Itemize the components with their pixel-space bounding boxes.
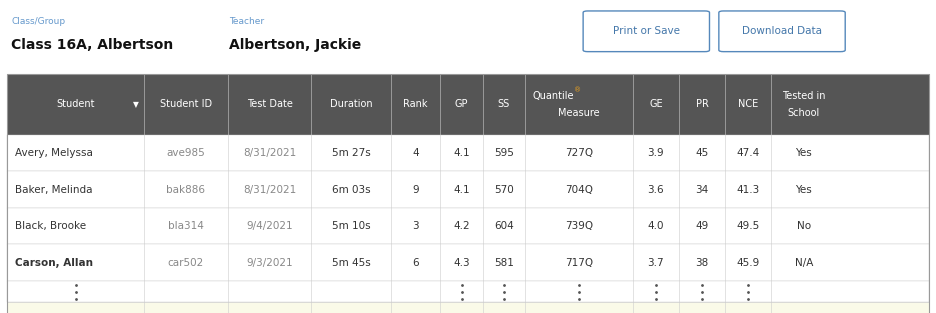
Text: Student ID: Student ID — [160, 99, 212, 109]
Text: Carson, Allan: Carson, Allan — [15, 258, 93, 268]
FancyBboxPatch shape — [719, 11, 845, 52]
Text: Yes: Yes — [796, 185, 812, 194]
Text: bla314: bla314 — [168, 221, 204, 231]
Text: 704Q: 704Q — [565, 185, 593, 194]
Text: 5m 10s: 5m 10s — [331, 221, 371, 231]
Text: 9/4/2021: 9/4/2021 — [246, 221, 293, 231]
Text: Avery, Melyssa: Avery, Melyssa — [15, 148, 93, 158]
Text: Student: Student — [56, 99, 95, 109]
Text: GE: GE — [649, 99, 663, 109]
Text: 8/31/2021: 8/31/2021 — [243, 148, 296, 158]
Text: NCE: NCE — [738, 99, 758, 109]
Text: 9/3/2021: 9/3/2021 — [246, 258, 293, 268]
Text: bak886: bak886 — [167, 185, 205, 194]
Text: 570: 570 — [494, 185, 514, 194]
Text: Class 16A, Albertson: Class 16A, Albertson — [11, 38, 173, 52]
FancyBboxPatch shape — [583, 11, 709, 52]
Text: ▼: ▼ — [133, 100, 139, 109]
Text: 38: 38 — [695, 258, 709, 268]
Text: 6: 6 — [412, 258, 418, 268]
Bar — [7, 208, 929, 244]
Text: 4.1: 4.1 — [453, 148, 470, 158]
Text: Tested in: Tested in — [782, 91, 826, 101]
Text: 45: 45 — [695, 148, 709, 158]
Text: PR: PR — [695, 99, 709, 109]
Text: ave985: ave985 — [167, 148, 205, 158]
Text: Test Date: Test Date — [246, 99, 292, 109]
Text: Quantile: Quantile — [533, 91, 575, 101]
Text: SS: SS — [498, 99, 510, 109]
Text: 4.0: 4.0 — [648, 221, 665, 231]
Text: Rank: Rank — [403, 99, 428, 109]
Text: Black, Brooke: Black, Brooke — [15, 221, 86, 231]
Text: No: No — [797, 221, 811, 231]
Text: 5m 27s: 5m 27s — [331, 148, 371, 158]
Bar — [7, 171, 929, 208]
Bar — [7, 74, 929, 135]
Text: 595: 595 — [494, 148, 514, 158]
Text: 45.9: 45.9 — [737, 258, 760, 268]
Text: ®: ® — [575, 88, 581, 94]
Text: Albertson, Jackie: Albertson, Jackie — [229, 38, 361, 52]
Bar — [7, 302, 929, 313]
Bar — [7, 135, 929, 171]
Text: Baker, Melinda: Baker, Melinda — [15, 185, 93, 194]
Text: GP: GP — [455, 99, 468, 109]
Text: 3: 3 — [412, 221, 418, 231]
Text: 727Q: 727Q — [565, 148, 593, 158]
Text: 581: 581 — [494, 258, 514, 268]
Bar — [7, 74, 929, 313]
Text: 49: 49 — [695, 221, 709, 231]
Text: 739Q: 739Q — [565, 221, 593, 231]
Bar — [7, 244, 929, 281]
Text: 8/31/2021: 8/31/2021 — [243, 185, 296, 194]
Text: N/A: N/A — [795, 258, 812, 268]
Text: School: School — [787, 109, 820, 118]
Text: Print or Save: Print or Save — [613, 26, 680, 36]
Text: 34: 34 — [695, 185, 709, 194]
Text: 6m 03s: 6m 03s — [331, 185, 371, 194]
Text: 5m 45s: 5m 45s — [331, 258, 371, 268]
Text: 3.7: 3.7 — [648, 258, 665, 268]
Text: Teacher: Teacher — [229, 18, 265, 26]
Text: 49.5: 49.5 — [737, 221, 760, 231]
Text: Measure: Measure — [558, 109, 600, 118]
Text: Class/Group: Class/Group — [11, 18, 66, 26]
Text: Download Data: Download Data — [742, 26, 822, 36]
Text: 4.3: 4.3 — [453, 258, 470, 268]
Text: Duration: Duration — [329, 99, 373, 109]
Text: 47.4: 47.4 — [737, 148, 760, 158]
Text: 9: 9 — [412, 185, 418, 194]
Text: Yes: Yes — [796, 148, 812, 158]
Text: car502: car502 — [168, 258, 204, 268]
Bar — [7, 281, 929, 302]
Text: 604: 604 — [494, 221, 514, 231]
Text: 4.2: 4.2 — [453, 221, 470, 231]
Text: 4.1: 4.1 — [453, 185, 470, 194]
Text: 3.9: 3.9 — [648, 148, 665, 158]
Text: 3.6: 3.6 — [648, 185, 665, 194]
Text: 41.3: 41.3 — [737, 185, 760, 194]
Text: 717Q: 717Q — [565, 258, 593, 268]
Text: 4: 4 — [412, 148, 418, 158]
